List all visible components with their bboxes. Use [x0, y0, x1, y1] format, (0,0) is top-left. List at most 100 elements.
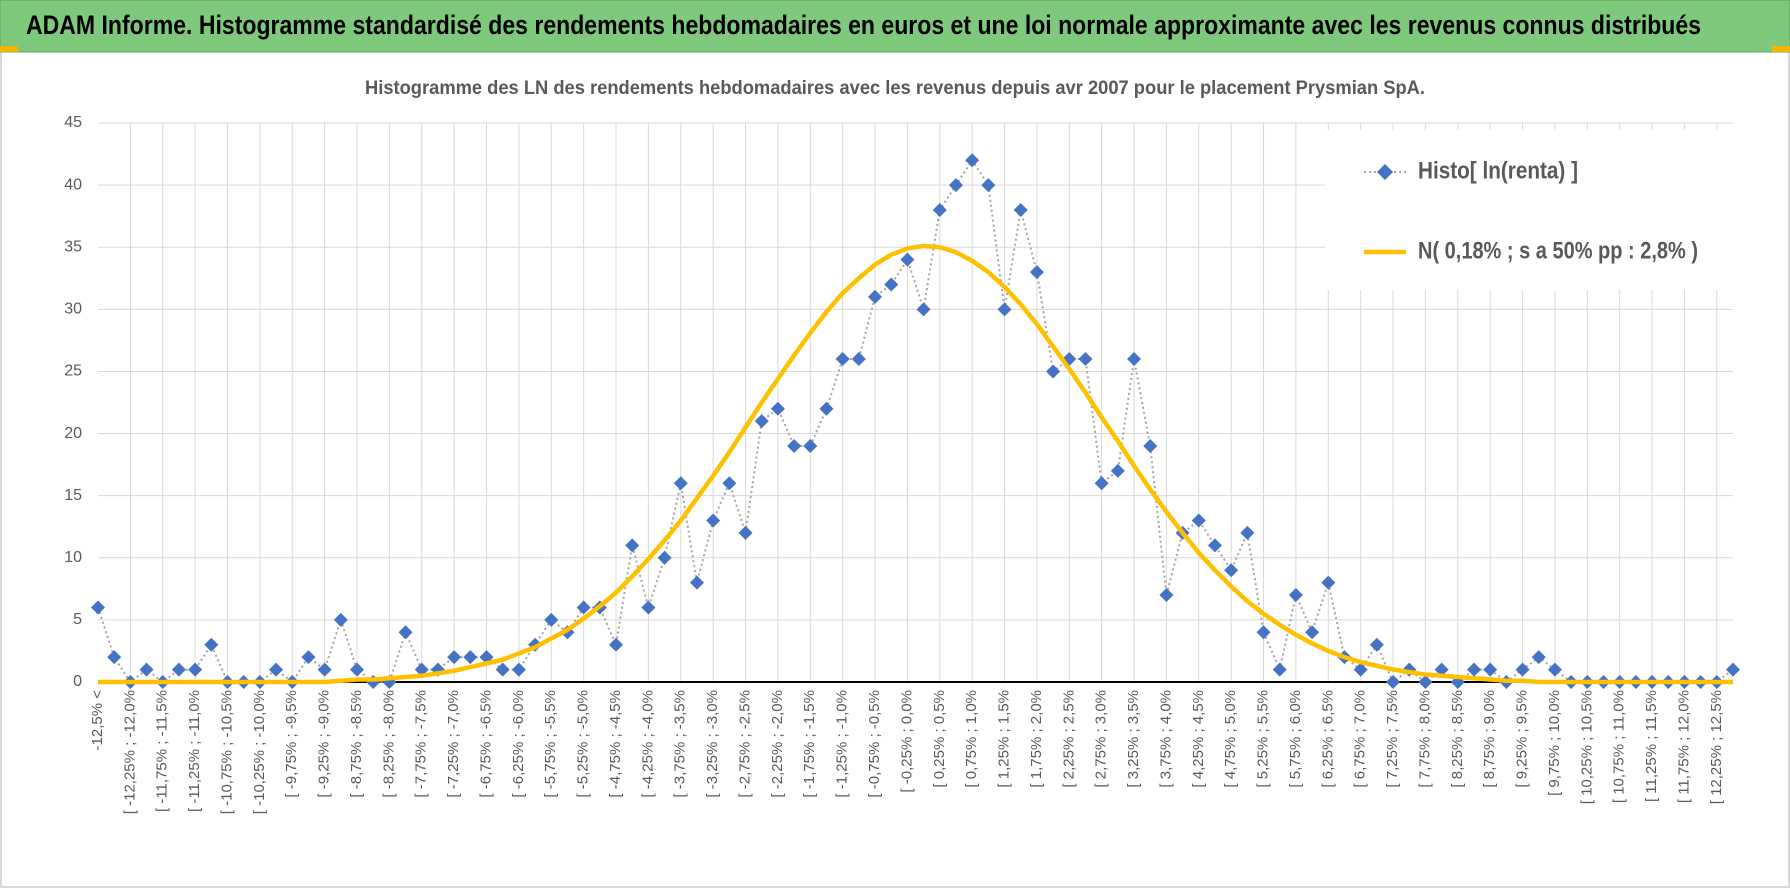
legend-marker	[1377, 164, 1393, 180]
data-point	[948, 178, 963, 193]
x-tick-label: [ 1,25% ; 1,5%	[996, 690, 1013, 788]
y-tick-label: 0	[73, 673, 82, 690]
data-point	[1046, 364, 1061, 379]
data-point	[107, 650, 122, 665]
x-tick-label: [ 7,25% ; 7,5%	[1384, 690, 1401, 788]
x-tick-label: [ -3,75% ; -3,5%	[672, 690, 689, 798]
data-point	[333, 612, 348, 627]
series-line	[98, 243, 1733, 685]
data-point	[787, 438, 802, 453]
data-point	[1256, 625, 1271, 640]
header-title: ADAM Informe. Histogramme standardisé de…	[26, 10, 1701, 40]
data-point	[91, 600, 105, 615]
data-point	[1224, 563, 1239, 578]
x-tick-label: [ 8,25% ; 8,5%	[1449, 690, 1466, 788]
data-point	[1272, 662, 1287, 677]
data-point	[447, 650, 462, 665]
legend-box	[1325, 130, 1765, 290]
x-tick-label: [ 11,25% ; 11,5%	[1643, 690, 1660, 802]
legend-label: N( 0,18% ; s a 50% pp : 2,8% )	[1418, 237, 1698, 264]
data-point	[884, 277, 899, 292]
x-tick-label: [ -6,75% ; -6,5%	[477, 690, 494, 798]
x-tick-label: [ -9,25% ; -9,0%	[316, 690, 333, 798]
x-tick-label: [ 11,75% ; 12,0%	[1675, 690, 1692, 803]
data-point	[544, 612, 559, 627]
data-point	[1094, 476, 1109, 491]
x-tick-label: [ 0,25% ; 0,5%	[931, 690, 948, 788]
data-point	[706, 513, 721, 528]
x-tick-label: [ -11,25% ; -11,0%	[186, 690, 203, 812]
data-point	[317, 662, 332, 677]
data-point	[171, 662, 186, 677]
data-point	[301, 650, 316, 665]
data-point	[1386, 675, 1401, 689]
data-point	[1078, 352, 1093, 367]
legend-label: Histo[ ln(renta) ]	[1418, 157, 1578, 184]
x-tick-label: [ 10,25% ; 10,5%	[1578, 690, 1595, 804]
x-tick-label: [ -5,25% ; -5,0%	[575, 690, 592, 798]
data-point	[803, 438, 818, 453]
x-tick-label: [ 1,75% ; 2,0%	[1028, 690, 1045, 788]
x-tick-label: [ -10,75% ; -10,5%	[218, 690, 235, 814]
x-tick-label: [ -4,25% ; -4,0%	[639, 690, 656, 798]
data-point	[511, 662, 526, 677]
data-point	[609, 637, 624, 652]
x-tick-label: [ -4,75% ; -4,5%	[607, 690, 624, 798]
data-point	[1531, 650, 1546, 665]
data-point	[1418, 675, 1433, 689]
corner	[0, 46, 18, 52]
data-point	[1110, 463, 1125, 478]
x-tick-label: [ -1,25% ; -1,0%	[834, 690, 851, 798]
data-point	[900, 252, 915, 267]
x-tick-label: [ -3,25% ; -3,0%	[704, 690, 721, 798]
data-point	[1483, 662, 1498, 677]
data-point	[1240, 525, 1255, 540]
data-point	[463, 650, 478, 665]
data-point	[1353, 662, 1368, 677]
x-tick-label: [ 5,75% ; 6,0%	[1287, 690, 1304, 788]
data-point	[868, 289, 883, 304]
y-tick-label: 15	[64, 487, 82, 504]
x-tick-label: [ -0,25% ; 0,0%	[898, 690, 915, 793]
y-tick-label: 45	[64, 114, 82, 131]
data-point	[819, 401, 834, 416]
x-tick-label: [ -7,75% ; -7,5%	[413, 690, 430, 798]
x-tick-label: -12,5% <	[89, 690, 106, 751]
data-point	[997, 302, 1012, 317]
y-tick-label: 25	[64, 363, 82, 380]
data-point	[689, 575, 704, 590]
corner	[1772, 46, 1790, 52]
x-tick-label: [ 9,75% ; 10,0%	[1546, 690, 1563, 796]
data-point	[981, 178, 996, 193]
x-tick-label: [ 2,25% ; 2,5%	[1060, 690, 1077, 788]
x-tick-label: [ 4,75% ; 5,0%	[1222, 690, 1239, 788]
data-point	[1013, 202, 1028, 217]
x-tick-label: [ -8,25% ; -8,0%	[380, 690, 397, 798]
x-tick-label: [ 6,25% ; 6,5%	[1319, 690, 1336, 788]
x-tick-label: [ 12,25% ; 12,5%	[1708, 690, 1725, 804]
data-point	[1191, 513, 1206, 528]
data-point	[657, 550, 672, 565]
x-tick-label: [ 2,75% ; 3,0%	[1093, 690, 1110, 788]
data-point	[1127, 352, 1142, 367]
data-point	[738, 525, 753, 540]
x-tick-label: [ 8,75% ; 9,0%	[1481, 690, 1498, 788]
data-point	[576, 600, 591, 615]
x-tick-label: [ -5,75% ; -5,5%	[542, 690, 559, 798]
x-tick-label: [ -9,75% ; -9,5%	[283, 690, 300, 798]
data-point	[188, 662, 203, 677]
x-tick-label: [ 5,25% ; 5,5%	[1255, 690, 1272, 788]
data-point	[1369, 637, 1384, 652]
data-point	[495, 662, 510, 677]
x-tick-label: [ -1,75% ; -1,5%	[801, 690, 818, 798]
data-point	[1288, 588, 1303, 603]
data-point	[1305, 625, 1320, 640]
data-point	[932, 202, 947, 217]
data-point	[673, 476, 688, 491]
data-point	[625, 538, 640, 553]
data-point	[916, 302, 931, 317]
data-point	[1726, 662, 1740, 677]
legend: Histo[ ln(renta) ] N( 0,18% ; s a 50% pp …	[1325, 130, 1765, 290]
x-tick-label: [ -11,75% ; -11,5%	[154, 690, 171, 812]
data-point	[1434, 662, 1449, 677]
